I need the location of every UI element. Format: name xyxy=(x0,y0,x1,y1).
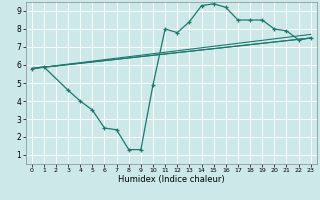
X-axis label: Humidex (Indice chaleur): Humidex (Indice chaleur) xyxy=(118,175,225,184)
